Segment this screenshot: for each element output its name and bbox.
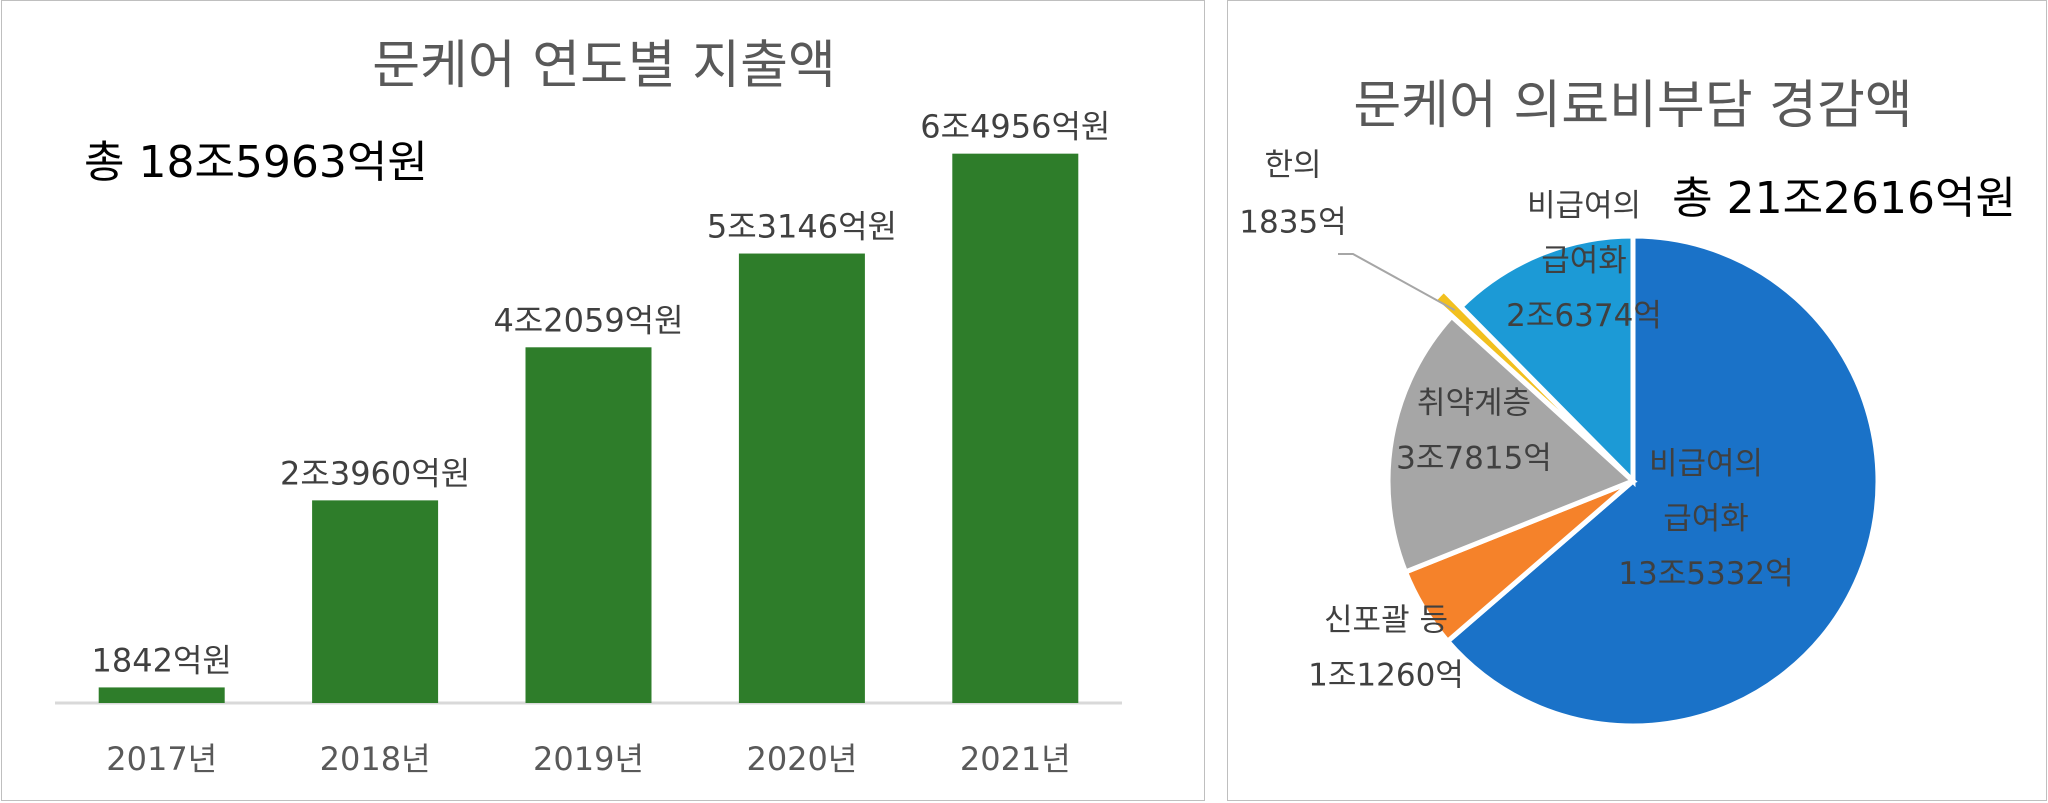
bar-chart-panel: 문케어 연도별 지출액 총 18조5963억원 1842억원 2017년 2조396… <box>1 0 1205 801</box>
x-tick-label: 2020년 <box>746 740 857 778</box>
pie-slice <box>1385 312 1638 576</box>
pie-slice-label: 급여화 <box>1663 501 1749 537</box>
bar-2021년 <box>952 153 1079 703</box>
pie-slice-label: 1835억 <box>1239 205 1346 241</box>
pie-slice-label: 3조7815억 <box>1396 441 1552 477</box>
bar-data-label: 4조2059억원 <box>493 301 683 339</box>
pie-slice-label: 급여화 <box>1541 243 1627 279</box>
bar-2018년 <box>312 500 439 703</box>
pie-slice-label: 한의 <box>1264 148 1321 184</box>
pie-slice <box>1457 233 1636 488</box>
pie-chart-panel: 문케어 의료비부담 경감액 총 21조2616억원 비급여의 급여화 13조5332… <box>1227 0 2047 801</box>
bar-chart-title: 문케어 연도별 지출액 <box>372 36 836 96</box>
pie-slice-label: 취약계층 <box>1417 386 1531 422</box>
pie-slice-label: 비급여의 <box>1527 188 1641 224</box>
pie-slice-label: 2조6374억 <box>1506 298 1662 334</box>
bar-data-label: 1842억원 <box>92 641 232 679</box>
pie-slice-label: 비급여의 <box>1649 446 1763 482</box>
pie-slice-label: 신포괄 등 <box>1324 603 1448 639</box>
bar-2017년 <box>98 687 225 703</box>
bar-data-label: 6조4956억원 <box>920 108 1110 146</box>
bar-2020년 <box>738 253 865 703</box>
x-tick-label: 2017년 <box>106 740 217 778</box>
pie-chart-total: 총 21조2616억원 <box>1672 173 2016 224</box>
x-tick-label: 2021년 <box>960 740 1071 778</box>
bar-2019년 <box>525 347 652 703</box>
x-tick-label: 2019년 <box>533 740 644 778</box>
pie-slice-label: 13조5332억 <box>1618 556 1793 592</box>
leader-line <box>1338 253 1456 311</box>
pie-chart-title: 문케어 의료비부담 경감액 <box>1353 76 1912 136</box>
pie-slice <box>1444 233 1881 729</box>
bar-chart: 문케어 연도별 지출액 총 18조5963억원 1842억원 2017년 2조396… <box>55 36 1122 778</box>
bar-data-label: 5조3146억원 <box>707 208 897 246</box>
pie-slice-label: 1조1260억 <box>1308 658 1464 694</box>
x-tick-label: 2018년 <box>320 740 431 778</box>
pie-chart: 문케어 의료비부담 경감액 총 21조2616억원 비급여의급여화13조5332… <box>1239 76 2016 729</box>
bar-chart-total: 총 18조5963억원 <box>84 137 428 188</box>
bar-data-label: 2조3960억원 <box>280 454 470 492</box>
